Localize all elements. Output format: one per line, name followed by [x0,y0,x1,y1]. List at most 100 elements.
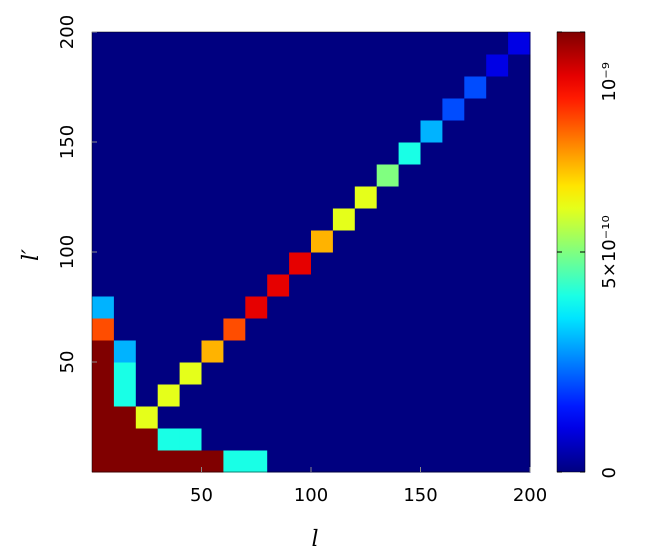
heat-cell [398,318,421,341]
heat-cell [267,406,290,429]
heat-cell [135,76,159,99]
heat-cell [332,340,356,363]
heat-cell [311,54,334,77]
heat-cell [332,208,356,231]
heat-cell [442,54,465,77]
heat-cell [201,384,224,407]
heat-cell [157,274,181,297]
heat-cell [332,142,356,165]
heat-cell [311,406,334,429]
heat-cell [267,186,290,209]
heat-cell [376,76,400,99]
heat-cell [201,406,224,429]
heat-cell [486,164,509,187]
heat-cell [179,230,202,253]
heat-cell [289,450,312,473]
heat-cell [245,406,268,429]
heat-cell [420,274,443,297]
heat-cell [135,296,159,319]
heat-cell [332,428,356,451]
heat-cell [398,450,421,473]
heat-cell [245,164,268,187]
heat-cell [92,186,115,209]
heat-cell [311,428,334,451]
heat-cell [113,340,137,363]
heat-cell [113,230,137,253]
heat-cell [420,384,443,407]
heat-cell [311,362,334,385]
heat-cell [464,450,487,473]
heat-cell [135,208,159,231]
heat-cell [442,186,465,209]
heat-cell [464,208,487,231]
heat-cell [267,54,290,77]
heat-cell [245,274,268,297]
heat-cell [464,318,487,341]
heat-cell [223,362,246,385]
heat-cell [157,76,181,99]
heat-cell [332,252,356,275]
heat-cell [92,32,115,55]
heat-cell [113,142,137,165]
heat-cell [245,76,268,99]
x-tick-label: 200 [513,485,547,506]
heat-cell [245,296,268,319]
heat-cell [245,230,268,253]
heat-cell [486,384,509,407]
heat-cell [113,208,137,231]
heat-cell [464,186,487,209]
heat-cell [442,318,465,341]
heat-cell [289,76,312,99]
heat-cell [179,406,202,429]
heat-cell [135,120,159,143]
heat-cell [267,252,290,275]
heat-cell [332,274,356,297]
heat-cell [157,450,181,473]
heat-cell [201,340,224,363]
heat-cell [223,252,246,275]
heat-cell [179,98,202,121]
heat-cell [179,318,202,341]
heat-cell [267,164,290,187]
heat-cell [201,186,224,209]
heat-cell [289,362,312,385]
heat-cell [376,142,400,165]
heat-cell [464,340,487,363]
heat-cell [113,164,137,187]
heat-cell [179,450,202,473]
heat-cell [223,164,246,187]
heat-cell [179,76,202,99]
heat-cell [486,296,509,319]
heat-cell [157,296,181,319]
heat-cell [113,362,137,385]
heat-cell [420,76,443,99]
heat-cell [201,208,224,231]
heat-cell [354,230,378,253]
heat-cell [223,208,246,231]
x-tick-label: 100 [294,485,328,506]
heat-cell [245,340,268,363]
heat-cell [289,384,312,407]
heat-cell [267,142,290,165]
heat-cell [267,76,290,99]
heat-cell [332,318,356,341]
heat-cell [420,142,443,165]
heat-cell [354,340,378,363]
heat-cell [442,450,465,473]
heat-cell [420,252,443,275]
heat-cell [398,406,421,429]
heat-cell [135,274,159,297]
heat-cell [486,318,509,341]
heat-cell [157,164,181,187]
heat-cell [311,230,334,253]
heat-cell [508,120,531,143]
heat-cell [92,428,115,451]
heat-cell [135,164,159,187]
heat-cell [135,252,159,275]
heatmap [92,32,531,473]
heat-cell [223,340,246,363]
heat-cell [201,32,224,55]
heat-cell [201,274,224,297]
heat-cell [245,384,268,407]
heat-cell [376,450,400,473]
